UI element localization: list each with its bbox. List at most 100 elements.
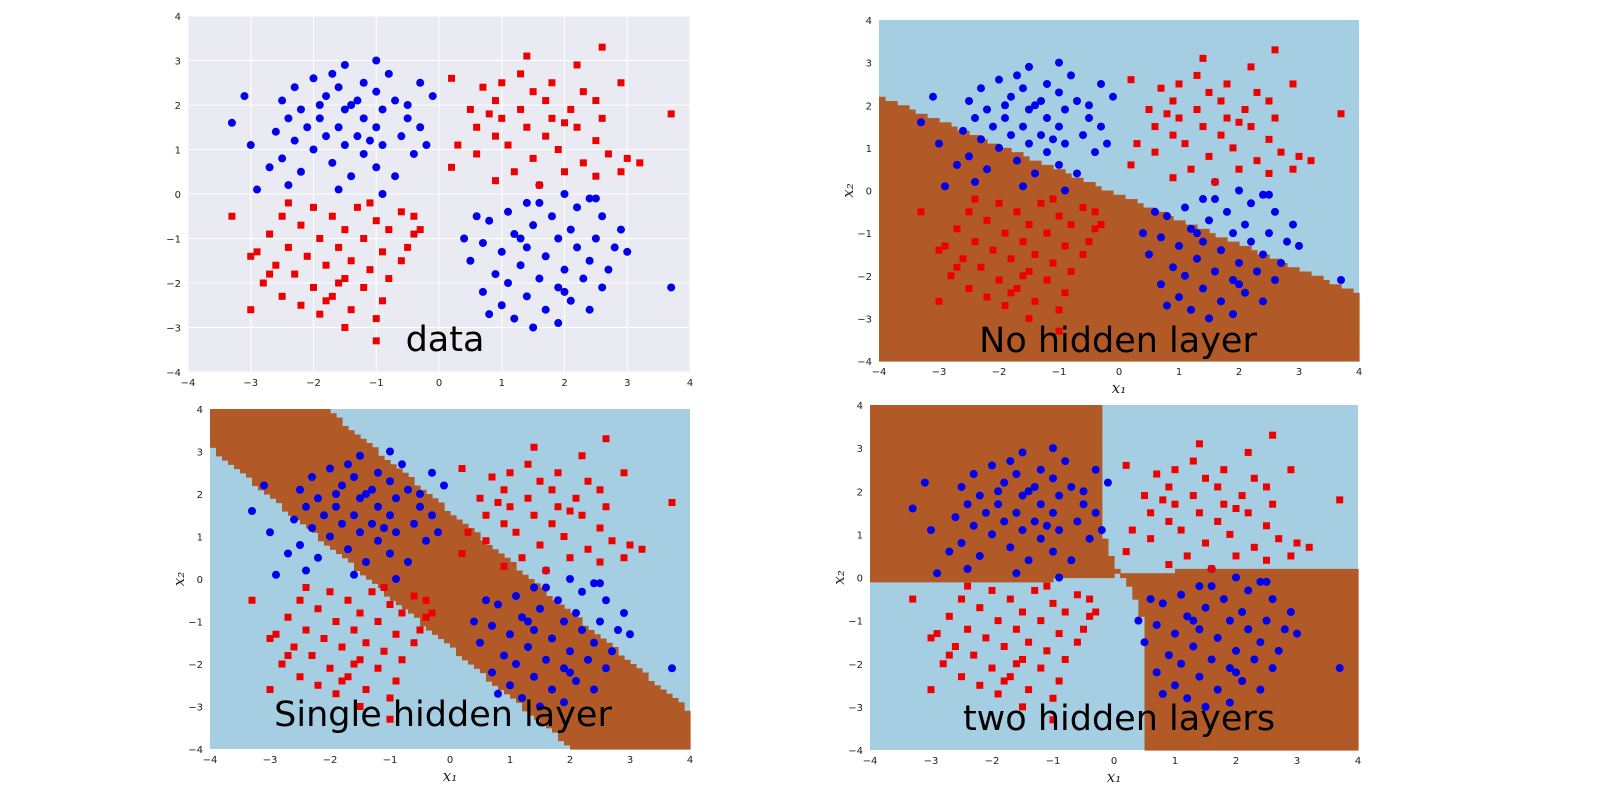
decision-region-cell (879, 343, 1360, 349)
panel-two-hidden-layers: −4 −3 −2 −1 0 1 2 3 4 −4 −3 −2 −1 0 1 2 3 4 x₁ x₂ two hi… (830, 401, 1361, 786)
decision-region-cell (420, 617, 583, 623)
class-a-point (560, 265, 569, 274)
class-a-point (315, 101, 324, 109)
class-a-point (296, 485, 304, 494)
class-b-point (608, 537, 616, 545)
decision-region-cell (378, 583, 541, 589)
class-b-point (1269, 431, 1277, 439)
x-tick-label: 2 (1236, 367, 1242, 378)
class-a-point (1235, 186, 1243, 195)
class-b-point (360, 235, 368, 242)
decision-region-cell (210, 434, 361, 440)
class-a-point (1262, 616, 1271, 625)
class-b-point (1235, 118, 1243, 126)
decision-region-cell (879, 326, 1360, 332)
class-a-point (591, 194, 600, 203)
class-a-point (920, 478, 929, 487)
class-a-point (1163, 301, 1171, 310)
class-b-point (1163, 110, 1171, 118)
class-b-point (994, 617, 1002, 625)
class-b-point (548, 486, 556, 494)
decision-region-cell (879, 130, 970, 136)
class-b-point (945, 651, 953, 659)
y-tick-label: 1 (857, 530, 863, 541)
class-a-point (953, 160, 961, 169)
class-b-point (491, 97, 499, 105)
x-tick-label: −3 (924, 756, 939, 767)
class-b-point (941, 242, 949, 250)
x-tick-label: −1 (383, 755, 398, 766)
class-a-point (391, 96, 400, 105)
class-b-point (272, 630, 280, 638)
class-b-point (1049, 694, 1057, 702)
decision-region-cell (1144, 719, 1359, 725)
class-a-point (963, 564, 972, 573)
class-b-point (1183, 552, 1191, 560)
class-b-point (548, 79, 556, 87)
y-tick-label: 3 (175, 57, 181, 68)
class-b-point (1181, 140, 1189, 148)
class-b-point (561, 168, 568, 176)
class-a-point (572, 609, 580, 617)
decision-region-cell (870, 517, 1103, 523)
class-b-point (1043, 229, 1051, 237)
decision-region-cell (879, 105, 910, 111)
decision-region-cell (870, 439, 1103, 445)
class-b-point (1265, 135, 1273, 143)
decision-region-cell (870, 417, 1103, 423)
class-a-point (1205, 314, 1213, 323)
decision-region-cell (879, 194, 1126, 200)
class-a-point (957, 539, 966, 547)
class-b-point (1055, 306, 1063, 314)
class-b-point (1025, 686, 1033, 694)
class-a-point (668, 664, 676, 673)
y-tick-label: 4 (857, 401, 863, 412)
class-a-point (266, 528, 274, 537)
class-b-point (356, 656, 364, 664)
class-a-point (1211, 195, 1219, 204)
decision-region-cell (438, 634, 601, 640)
class-a-point (1067, 71, 1075, 80)
class-b-point (397, 208, 405, 216)
class-a-point (246, 141, 255, 150)
decision-region-cell (870, 568, 1121, 574)
class-a-point (542, 583, 550, 592)
class-b-point (982, 634, 990, 642)
data-points (227, 43, 676, 345)
class-b-point (347, 306, 355, 314)
x-axis-label: x₁ (1107, 768, 1121, 786)
class-a-point (1085, 101, 1093, 110)
decision-region-cell (1126, 577, 1359, 583)
class-b-point (573, 61, 581, 69)
decision-region-cell (516, 698, 679, 703)
class-a-point (602, 664, 610, 673)
class-a-point (1219, 595, 1228, 604)
class-b-point (296, 596, 304, 604)
class-b-point (448, 74, 456, 82)
decision-region-cell (1144, 728, 1359, 734)
class-a-point (1097, 122, 1105, 131)
class-a-point (253, 185, 262, 194)
class-a-point (566, 296, 575, 305)
y-tick-label: −3 (188, 703, 203, 714)
class-a-point (626, 630, 634, 639)
class-b-point (322, 297, 330, 305)
class-b-point (506, 503, 514, 511)
class-b-point (935, 297, 943, 305)
class-b-point (1208, 565, 1216, 573)
class-a-point (350, 473, 358, 481)
decision-region-cell (870, 564, 1115, 570)
x-tick-label: 3 (1294, 756, 1300, 767)
class-b-point (965, 285, 973, 293)
class-a-point (1018, 526, 1027, 535)
class-a-point (620, 609, 628, 617)
class-a-point (378, 190, 387, 198)
class-b-point (1049, 259, 1057, 267)
class-b-point (500, 562, 508, 570)
decision-region-cell (1144, 698, 1359, 704)
decision-region-cell (456, 651, 619, 657)
class-a-point (504, 279, 513, 287)
decision-region-cell (300, 519, 463, 525)
class-b-point (1214, 483, 1222, 491)
class-b-point (290, 643, 298, 651)
